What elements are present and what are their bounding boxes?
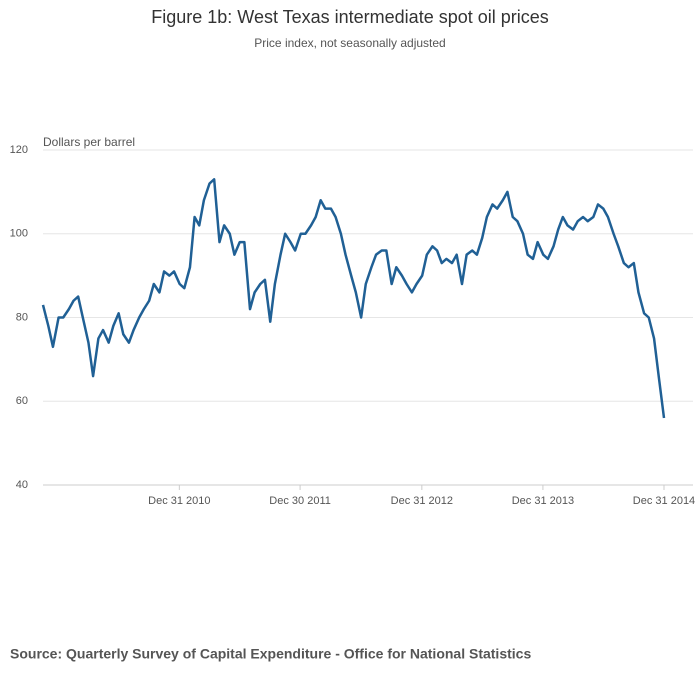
chart-subtitle: Price index, not seasonally adjusted: [254, 36, 445, 50]
x-tick-label: Dec 31 2010: [148, 495, 210, 507]
x-tick-label: Dec 30 2011: [269, 495, 331, 507]
y-axis-label: Dollars per barrel: [43, 135, 135, 149]
x-tick-label: Dec 31 2012: [391, 495, 453, 507]
y-tick-label: 40: [16, 479, 28, 491]
chart-title: Figure 1b: West Texas intermediate spot …: [151, 7, 549, 27]
line: [41, 178, 666, 419]
x-tick-label: Dec 31 2013: [512, 495, 574, 507]
x-tick-label: Dec 31 2014: [633, 495, 695, 507]
y-tick-label: 100: [10, 228, 28, 240]
y-tick-label: 120: [10, 144, 28, 156]
y-tick-label: 60: [16, 395, 28, 407]
y-tick-label: 80: [16, 311, 28, 323]
source: Source: Quarterly Survey of Capital Expe…: [10, 646, 531, 662]
